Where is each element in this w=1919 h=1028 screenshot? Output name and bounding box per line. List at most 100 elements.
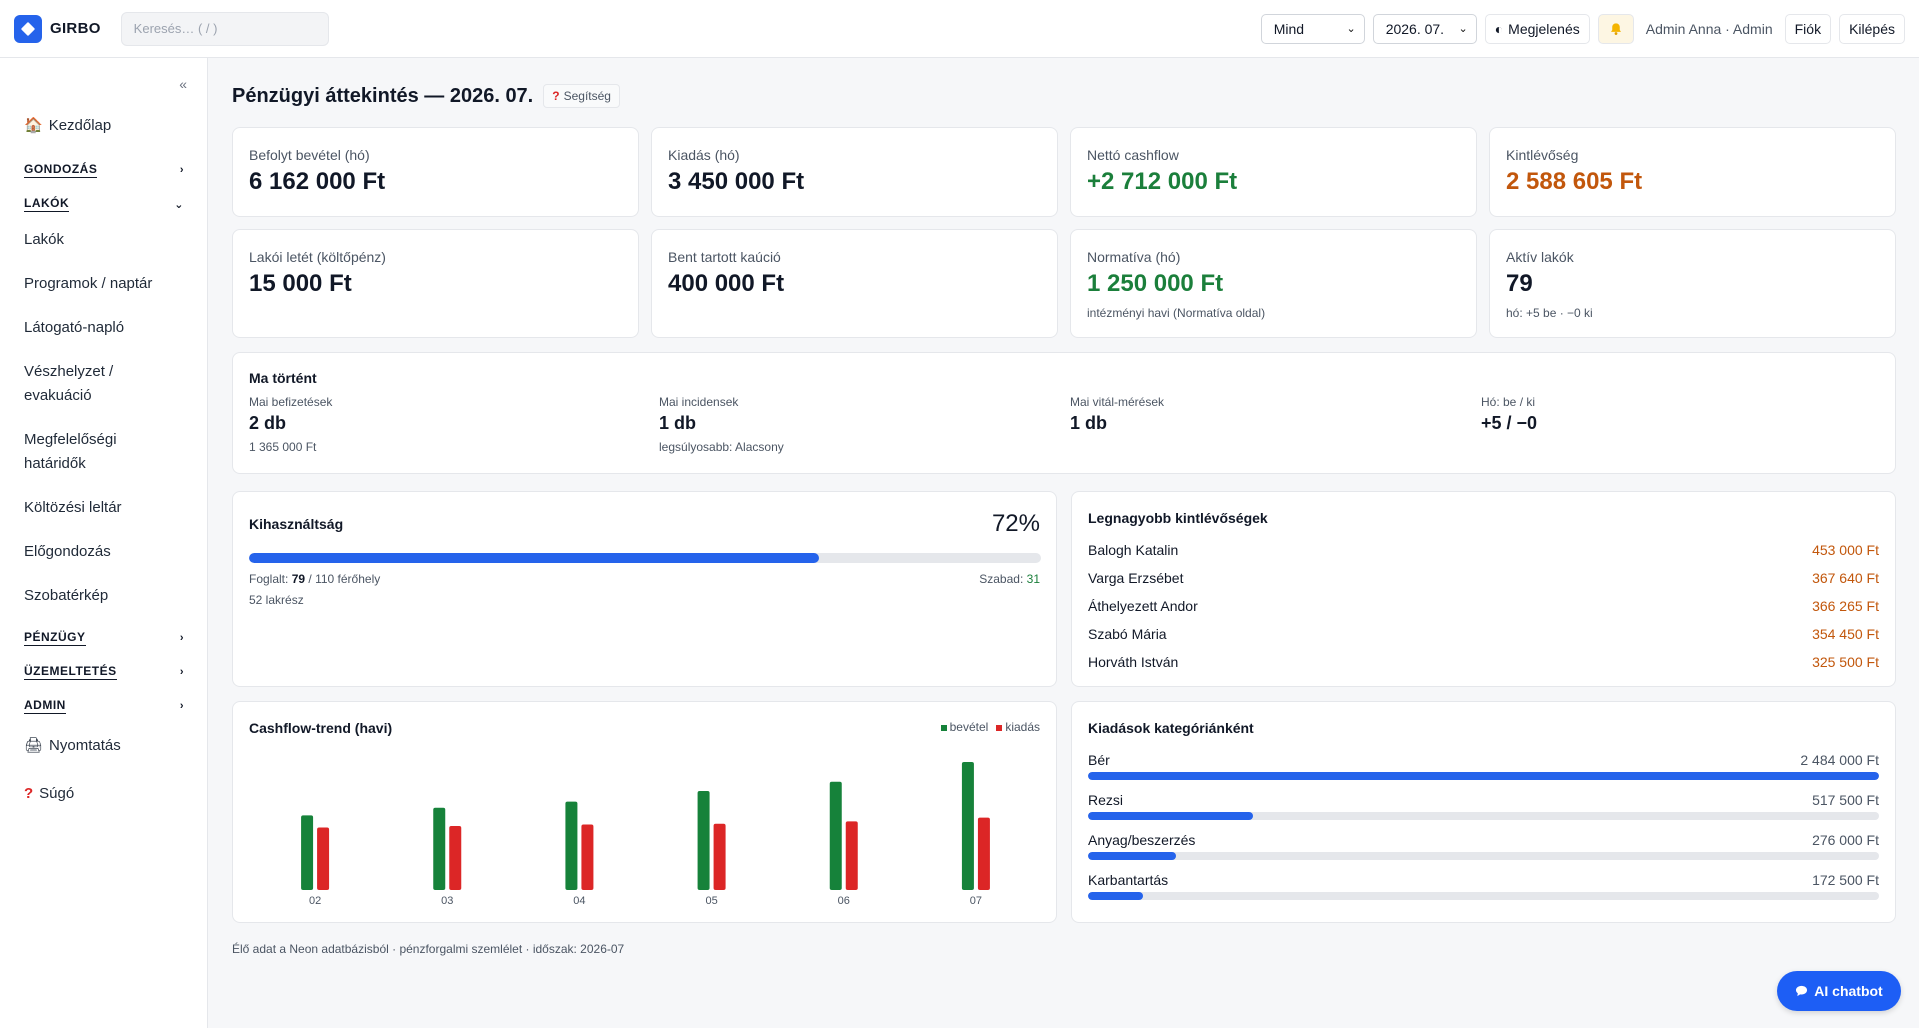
list-item: Horváth István 325 500 Ft — [1088, 654, 1879, 670]
chart-tick-label: 05 — [705, 895, 717, 907]
debtor-name: Horváth István — [1088, 654, 1179, 670]
sidebar-item-hataridok[interactable]: Megfelelőségi határidők — [24, 431, 117, 472]
collapse-sidebar-icon[interactable]: « — [179, 76, 187, 92]
sidebar: « 🏠 Kezdőlap GONDOZÁS › LAKÓK ⌄ Lakók Pro… — [0, 58, 208, 1028]
sidebar-item-elogondozas[interactable]: Előgondozás — [24, 543, 111, 560]
sidebar-item-szobaterkep[interactable]: Szobatérkép — [24, 587, 109, 604]
filter-select[interactable]: Mind ⌄ — [1260, 13, 1365, 44]
account-button[interactable]: Fiók — [1784, 13, 1832, 44]
expense-bar-fill — [1088, 852, 1176, 860]
occupancy-progress-bar — [249, 553, 1041, 563]
ai-chatbot-button[interactable]: AI chatbot — [1777, 971, 1901, 1011]
footer-note: Élő adat a Neon adatbázisból · pénzforga… — [232, 942, 625, 956]
chevron-down-icon: ⌄ — [1458, 23, 1468, 35]
expense-row: Karbantartás 172 500 Ft — [1088, 872, 1879, 900]
capacity-text: / 110 férőhely — [308, 572, 381, 586]
today-item-label: Mai vitál-mérések — [1070, 395, 1165, 409]
kpi-value: +2 712 000 Ft — [1087, 168, 1238, 195]
expense-amount: 172 500 Ft — [1812, 872, 1879, 888]
logout-button[interactable]: Kilépés — [1839, 13, 1905, 44]
sidebar-item-help[interactable]: ? Súgó — [24, 782, 74, 806]
help-label: Segítség — [563, 89, 611, 103]
today-vitals: Mai vitál-mérések 1 db — [1070, 395, 1164, 434]
sidebar-item-veszhelyzet[interactable]: Vészhelyzet / evakuáció — [24, 363, 114, 404]
sidebar-item-latogato-naplo[interactable]: Látogató-napló — [24, 319, 125, 336]
chat-bubble-icon — [1796, 985, 1808, 997]
debtor-amount: 453 000 Ft — [1812, 542, 1879, 558]
kpi-card-income: Befolyt bevétel (hó) 6 162 000 Ft — [232, 127, 639, 217]
chart-tick-label: 04 — [573, 895, 585, 907]
question-icon: ? — [552, 89, 560, 103]
kpi-label: Kiadás (hó) — [668, 147, 740, 163]
page-title: Pénzügyi áttekintés — 2026. 07. — [232, 84, 534, 107]
notifications-button[interactable] — [1597, 13, 1634, 44]
sidebar-item-print[interactable]: 🖨 Nyomtatás — [24, 734, 121, 758]
debtor-name: Áthelyezett Andor — [1088, 598, 1198, 614]
kpi-label: Aktív lakók — [1506, 249, 1574, 265]
expense-bar — [1088, 812, 1879, 820]
today-item-sub: legsúlyosabb: Alacsony — [659, 440, 784, 454]
app-name: GIRBO — [50, 20, 101, 37]
occupancy-card: Kihasználtság 72% Foglalt: 79 / 110 férő… — [232, 491, 1057, 687]
expense-amount: 2 484 000 Ft — [1800, 752, 1879, 768]
occupancy-progress-fill — [249, 553, 820, 563]
free-count: 31 — [1026, 572, 1040, 586]
sidebar-section-label: ÜZEMELTETÉS — [24, 664, 117, 680]
sidebar-item-lakok[interactable]: Lakók — [24, 231, 65, 248]
cashflow-chart-card: Cashflow-trend (havi) bevétel kiadás 02 0… — [232, 701, 1057, 923]
chart-bar-kiadás-05 — [713, 823, 726, 890]
question-icon: ? — [24, 785, 34, 802]
period-select[interactable]: 2026. 07. ⌄ — [1372, 13, 1477, 44]
expense-amount: 276 000 Ft — [1812, 832, 1879, 848]
expense-bar-fill — [1088, 812, 1253, 820]
chevron-down-icon: ⌄ — [174, 198, 184, 211]
legend-label: bevétel — [949, 720, 989, 734]
expense-bar — [1088, 892, 1879, 900]
kpi-sub: intézményi havi (Normatíva oldal) — [1087, 306, 1266, 320]
today-item-value: +5 / −0 — [1481, 413, 1538, 433]
list-item: Áthelyezett Andor 366 265 Ft — [1088, 598, 1879, 614]
expense-row: Rezsi 517 500 Ft — [1088, 792, 1879, 820]
list-item: Balogh Katalin 453 000 Ft — [1088, 542, 1879, 558]
kpi-card-expense: Kiadás (hó) 3 450 000 Ft — [651, 127, 1058, 217]
sidebar-section-admin[interactable]: ADMIN › — [24, 698, 184, 714]
sidebar-section-penzugy[interactable]: PÉNZÜGY › — [24, 630, 184, 646]
sidebar-item-programok[interactable]: Programok / naptár — [24, 275, 153, 292]
sidebar-section-gondozas[interactable]: GONDOZÁS › — [24, 162, 184, 178]
expense-bar — [1088, 852, 1879, 860]
expense-name: Anyag/beszerzés — [1088, 832, 1196, 848]
legend-item-expense: kiadás — [996, 720, 1040, 734]
appearance-button[interactable]: ◐ Megjelenés — [1484, 13, 1590, 44]
kpi-label: Normatíva (hó) — [1087, 249, 1181, 265]
house-icon: 🏠 — [24, 117, 43, 134]
legend-label: kiadás — [1005, 720, 1040, 734]
chart-bar-bevétel-06 — [829, 781, 842, 890]
kpi-value: 1 250 000 Ft — [1087, 270, 1224, 297]
kpi-label: Lakói letét (költőpénz) — [249, 249, 386, 265]
filter-select-value: Mind — [1273, 20, 1305, 37]
cashflow-chart: 02 03 04 05 06 07 — [301, 762, 990, 907]
debtor-name: Varga Erzsébet — [1088, 570, 1184, 586]
debtor-name: Balogh Katalin — [1088, 542, 1179, 558]
search-input[interactable] — [120, 11, 329, 46]
sidebar-section-label: PÉNZÜGY — [24, 630, 86, 646]
app-logo[interactable]: GIRBO — [14, 14, 101, 43]
kpi-label: Kintlévőség — [1506, 147, 1579, 163]
chart-bar-kiadás-03 — [449, 826, 462, 890]
kpi-label: Nettó cashflow — [1087, 147, 1179, 163]
debtor-amount: 366 265 Ft — [1812, 598, 1879, 614]
help-button[interactable]: ? Segítség — [543, 84, 620, 108]
occupancy-apartments: 52 lakrész — [249, 593, 304, 607]
sidebar-item-home[interactable]: 🏠 Kezdőlap — [24, 114, 111, 138]
sidebar-section-lakok[interactable]: LAKÓK ⌄ — [24, 196, 184, 212]
appearance-label: Megjelenés — [1508, 20, 1580, 37]
chart-bar-bevétel-04 — [565, 801, 578, 890]
bell-icon — [1610, 22, 1621, 35]
chart-tick-label: 06 — [838, 895, 850, 907]
occupancy-occupied: Foglalt: 79 / 110 férőhely — [249, 572, 380, 586]
sidebar-item-koltozesi-leltar[interactable]: Költözési leltár — [24, 499, 122, 516]
today-item-label: Mai befizetések — [249, 395, 333, 409]
occupancy-free: Szabad: 31 — [979, 572, 1040, 586]
sidebar-section-label: LAKÓK — [24, 196, 70, 212]
sidebar-section-uzemeltetes[interactable]: ÜZEMELTETÉS › — [24, 664, 184, 680]
